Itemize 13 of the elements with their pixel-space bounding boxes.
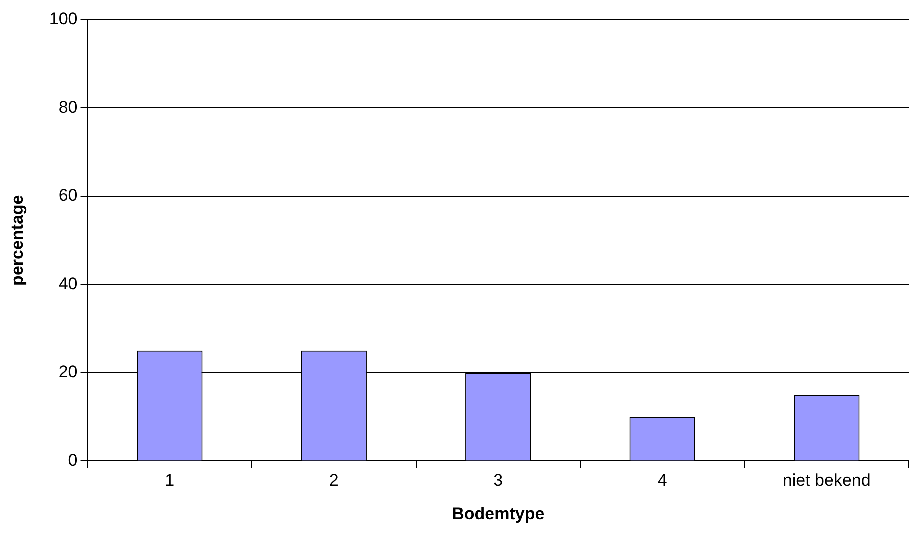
y-tick-label: 80 xyxy=(58,98,78,117)
y-axis-title: percentage xyxy=(8,195,27,286)
y-tick-label: 60 xyxy=(58,186,78,206)
x-tick-label: niet bekend xyxy=(782,471,871,490)
y-tick-label: 20 xyxy=(58,362,78,382)
y-tick-label: 40 xyxy=(58,274,78,294)
x-axis-title: Bodemtype xyxy=(452,504,545,524)
y-tick-label: 100 xyxy=(49,10,78,29)
y-tick-label: 0 xyxy=(68,450,78,470)
x-tick-label: 1 xyxy=(165,471,175,490)
x-tick-label: 2 xyxy=(329,471,339,490)
x-tick-label: 3 xyxy=(494,471,504,490)
x-tick-label: 4 xyxy=(658,471,668,490)
